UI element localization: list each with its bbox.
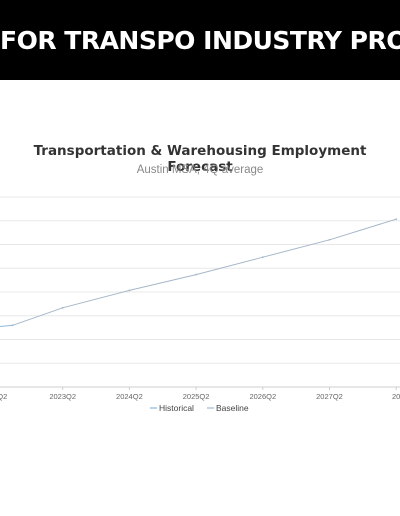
- chart-title: Transportation & Warehousing Employment …: [33, 143, 367, 175]
- x-tick-label: 20: [392, 392, 400, 401]
- title-banner: FOR TRANSPO INDUSTRY PROJECTIONS: [0, 0, 400, 80]
- series-line-baseline: [12, 218, 397, 326]
- series-line-historical: [0, 324, 13, 327]
- data-point: [128, 289, 131, 292]
- x-tick-label: 2024Q2: [116, 392, 143, 401]
- legend-label: Historical: [159, 403, 194, 413]
- x-tick-label: 2026Q2: [249, 392, 276, 401]
- legend-label: Baseline: [216, 403, 249, 413]
- chart-subtitle: Austin MSA, 4Q average: [136, 164, 264, 176]
- x-tick-label: 022Q2: [0, 392, 7, 401]
- data-point: [11, 324, 14, 327]
- data-point: [61, 306, 64, 309]
- data-point: [195, 273, 198, 276]
- x-tick-label: 2025Q2: [183, 392, 210, 401]
- x-tick-label: 2027Q2: [316, 392, 343, 401]
- data-point: [328, 238, 331, 241]
- data-point: [395, 218, 398, 221]
- x-tick-label: 2023Q2: [49, 392, 76, 401]
- banner-title: FOR TRANSPO INDUSTRY PROJECTIONS: [0, 26, 400, 55]
- data-point: [261, 256, 264, 259]
